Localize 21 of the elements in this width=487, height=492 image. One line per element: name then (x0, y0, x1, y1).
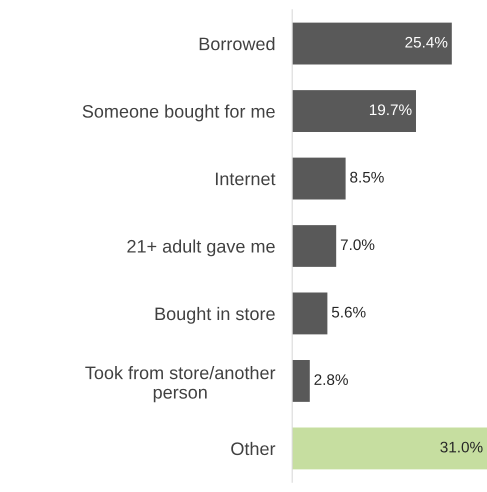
bar (292, 428, 487, 470)
y-tick-label: Other (231, 442, 276, 456)
data-label: 2.8% (314, 374, 348, 386)
y-tick-label: 21+ adult gave me (127, 239, 275, 256)
y-tick-label: Someone bought for me (82, 104, 275, 122)
bar (292, 158, 346, 200)
bar (292, 90, 416, 132)
data-label: 25.4% (405, 36, 448, 48)
data-label: 5.6% (332, 306, 366, 318)
y-tick-label: Borrowed (200, 37, 274, 50)
y-tick-label: Took from store/another person (85, 366, 276, 402)
y-tick-label: Bought in store (156, 306, 275, 324)
bar (292, 22, 452, 64)
bar (292, 292, 328, 334)
bar (292, 360, 310, 402)
y-tick-label: Internet (216, 172, 276, 186)
bar (292, 225, 336, 267)
data-label: 7.0% (340, 239, 374, 250)
data-label: 19.7% (370, 104, 412, 116)
data-label: 8.5% (350, 172, 384, 183)
data-label: 31.0% (440, 442, 483, 453)
